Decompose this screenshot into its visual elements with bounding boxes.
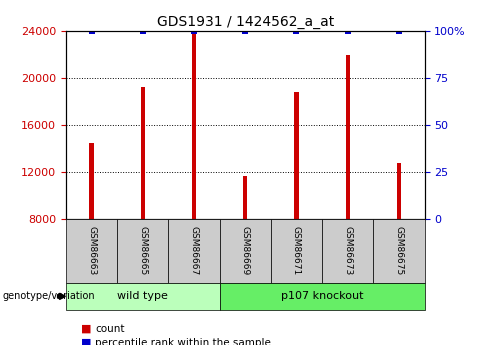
Text: percentile rank within the sample: percentile rank within the sample — [95, 338, 271, 345]
Bar — [192, 31, 196, 219]
Text: GSM86665: GSM86665 — [138, 226, 147, 276]
Text: p107 knockout: p107 knockout — [281, 292, 364, 301]
Point — [88, 28, 96, 34]
Point — [395, 28, 403, 34]
Text: ■: ■ — [81, 338, 91, 345]
Title: GDS1931 / 1424562_a_at: GDS1931 / 1424562_a_at — [157, 14, 334, 29]
Bar — [346, 55, 350, 219]
Text: genotype/variation: genotype/variation — [2, 292, 95, 301]
Bar — [397, 163, 401, 219]
Bar — [141, 88, 145, 219]
Text: GSM86675: GSM86675 — [394, 226, 404, 276]
Point — [190, 28, 198, 34]
Text: GSM86667: GSM86667 — [189, 226, 199, 276]
Bar — [89, 143, 94, 219]
Point — [139, 28, 147, 34]
Text: count: count — [95, 324, 124, 334]
Text: ■: ■ — [81, 324, 91, 334]
Bar — [243, 176, 247, 219]
Text: GSM86663: GSM86663 — [87, 226, 96, 276]
Point — [344, 28, 352, 34]
Point — [293, 28, 301, 34]
Text: GSM86671: GSM86671 — [292, 226, 301, 276]
Bar — [294, 92, 299, 219]
Text: GSM86673: GSM86673 — [343, 226, 352, 276]
Text: wild type: wild type — [117, 292, 168, 301]
Text: GSM86669: GSM86669 — [241, 226, 250, 276]
Point — [242, 28, 249, 34]
